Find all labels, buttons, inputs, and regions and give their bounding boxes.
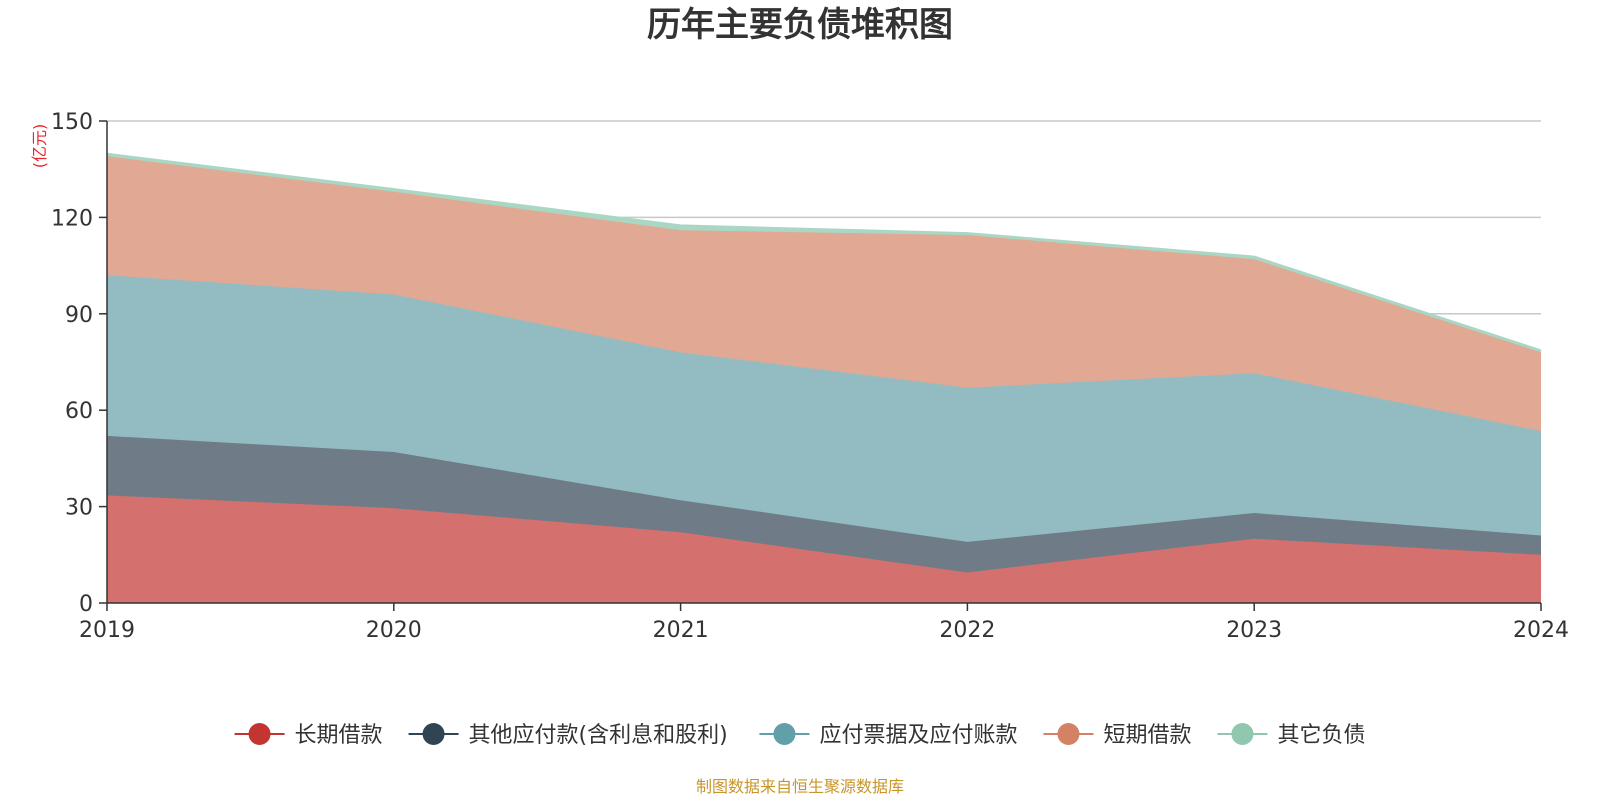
y-tick-label-0: 0 (79, 592, 93, 617)
data-source-note: 制图数据来自恒生聚源数据库 (696, 777, 904, 796)
legend-item-0[interactable]: 长期借款 (234, 723, 383, 748)
legend-marker-2 (773, 723, 796, 745)
legend-item-2[interactable]: 应付票据及应付账款 (759, 723, 1017, 748)
legend-label-1: 其他应付款(含利息和股利) (469, 723, 728, 748)
area-edge-4 (106, 152, 1542, 352)
x-tick-label-2: 2021 (653, 618, 709, 643)
x-tick-label-1: 2020 (366, 618, 422, 643)
legend-marker-3 (1057, 723, 1080, 745)
legend-marker-4 (1231, 723, 1254, 745)
y-tick-label-2: 60 (65, 399, 93, 424)
legend-item-3[interactable]: 短期借款 (1043, 723, 1191, 748)
area-edge-0 (106, 494, 1542, 574)
x-tick-label-3: 2022 (939, 618, 995, 643)
area-0 (107, 495, 1541, 603)
y-tick-label-3: 90 (65, 303, 93, 328)
legend-label-4: 其它负债 (1277, 723, 1365, 748)
legend: 长期借款 其他应付款(含利息和股利) 应付票据及应付账款 短期借款 其它负债 (234, 723, 1365, 748)
x-tick-label-0: 2019 (79, 618, 135, 643)
legend-label-0: 长期借款 (295, 723, 383, 748)
area-3 (107, 156, 1541, 432)
y-tick-label-4: 120 (51, 206, 93, 231)
x-tick-label-5: 2024 (1513, 618, 1569, 643)
y-tick-label-5: 150 (51, 110, 93, 135)
chart-title: 历年主要负债堆积图 (647, 5, 953, 45)
legend-marker-0 (248, 723, 271, 745)
legend-marker-1 (422, 723, 445, 745)
area-series (106, 152, 1542, 603)
area-4 (107, 153, 1541, 353)
legend-item-4[interactable]: 其它负债 (1217, 723, 1365, 748)
axes: 0 30 60 90 120 150 2019 2020 2021 2022 2023 2024 (51, 110, 1569, 643)
legend-label-3: 短期借款 (1103, 723, 1191, 748)
area-2 (107, 275, 1541, 542)
legend-label-2: 应付票据及应付账款 (819, 723, 1017, 748)
y-tick-label-1: 30 (65, 496, 93, 521)
legend-item-1[interactable]: 其他应付款(含利息和股利) (408, 723, 728, 748)
area-1 (107, 435, 1541, 573)
y-axis-unit: (亿元) (30, 124, 49, 169)
x-tick-label-4: 2023 (1226, 618, 1282, 643)
